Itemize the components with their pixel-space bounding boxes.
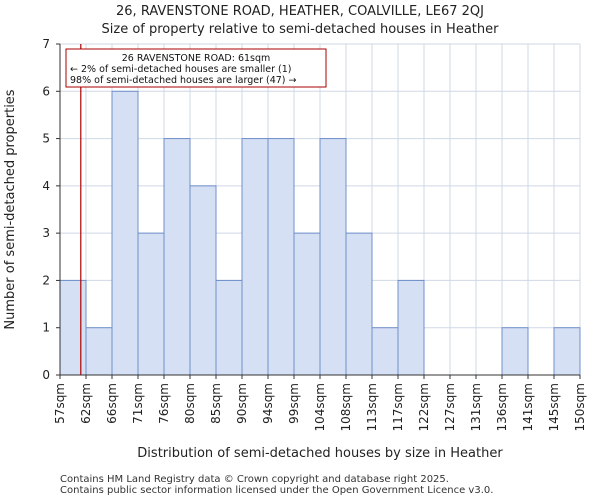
x-tick-label: 99sqm — [287, 383, 301, 424]
bar — [293, 232, 321, 376]
x-tick-label: 113sqm — [365, 383, 379, 431]
x-tick-label: 145sqm — [547, 383, 561, 431]
footer-line-1: Contains HM Land Registry data © Crown c… — [60, 474, 449, 485]
bar — [241, 138, 269, 376]
x-tick-label: 141sqm — [521, 383, 535, 431]
x-tick-label: 94sqm — [261, 383, 275, 424]
x-tick-label: 62sqm — [79, 383, 93, 424]
annotation-line-3: 98% of semi-detached houses are larger (… — [70, 75, 297, 86]
y-tick-label: 2 — [42, 273, 50, 287]
bar — [215, 279, 243, 376]
bar — [267, 138, 295, 376]
x-tick-label: 108sqm — [339, 383, 353, 431]
chart-title: 26, RAVENSTONE ROAD, HEATHER, COALVILLE,… — [116, 4, 484, 19]
bar — [137, 232, 165, 376]
bar — [59, 279, 87, 376]
x-tick-label: 71sqm — [131, 383, 145, 424]
annotation-line-2: ← 2% of semi-detached houses are smaller… — [70, 64, 291, 75]
y-tick-labels: 0 1 2 3 4 5 6 7 — [42, 37, 60, 382]
bar — [397, 279, 425, 376]
x-tick-label: 127sqm — [443, 383, 457, 431]
y-tick-label: 6 — [42, 84, 50, 98]
y-axis-label: Number of semi-detached properties — [3, 89, 18, 329]
y-tick-label: 7 — [42, 37, 50, 51]
bar — [345, 232, 373, 376]
x-tick-label: 76sqm — [157, 383, 171, 424]
bar — [501, 327, 529, 376]
x-tick-label: 66sqm — [105, 383, 119, 424]
x-tick-label: 85sqm — [209, 383, 223, 424]
y-tick-label: 3 — [42, 226, 50, 240]
x-tick-label: 90sqm — [235, 383, 249, 424]
annotation-box: 26 RAVENSTONE ROAD: 61sqm ← 2% of semi-d… — [65, 48, 327, 88]
annotation-line-1: 26 RAVENSTONE ROAD: 61sqm — [122, 53, 271, 64]
bar — [371, 327, 399, 376]
x-tick-label: 150sqm — [573, 383, 587, 431]
x-axis-label: Distribution of semi-detached houses by … — [137, 446, 503, 461]
bar — [319, 138, 347, 376]
y-tick-label: 5 — [42, 132, 50, 146]
x-tick-label: 122sqm — [417, 383, 431, 431]
x-tick-label: 104sqm — [313, 383, 327, 431]
x-tick-label: 57sqm — [53, 383, 67, 424]
x-tick-label: 136sqm — [495, 383, 509, 431]
chart-subtitle: Size of property relative to semi-detach… — [101, 22, 499, 37]
bars-group — [59, 90, 581, 376]
x-tick-label: 80sqm — [183, 383, 197, 424]
bar — [189, 185, 217, 376]
footer-line-2: Contains public sector information licen… — [60, 485, 494, 496]
bar — [163, 138, 191, 376]
bar — [553, 327, 581, 376]
x-tick-labels: 57sqm 62sqm 66sqm 71sqm 76sqm 80sqm 85sqm 90sqm… — [53, 375, 587, 431]
bar — [111, 90, 139, 376]
bar — [85, 327, 113, 376]
y-tick-label: 0 — [42, 368, 50, 382]
x-tick-label: 117sqm — [391, 383, 405, 431]
annotation-border — [65, 48, 327, 88]
y-tick-label: 4 — [42, 179, 50, 193]
y-tick-label: 1 — [42, 321, 50, 335]
x-tick-label: 131sqm — [469, 383, 483, 431]
